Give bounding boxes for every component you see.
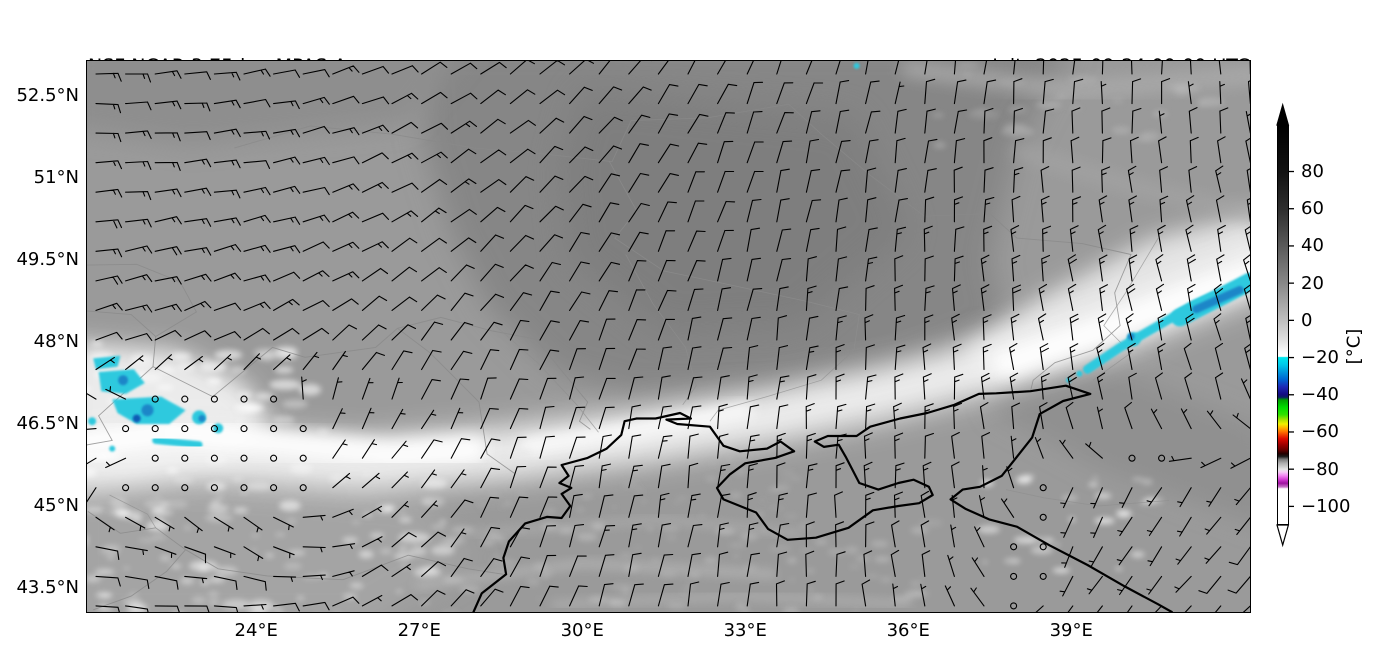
colorbar-tick-label: −20 — [1301, 347, 1339, 369]
calm-wind-circle — [1128, 454, 1136, 462]
y-tick-label: 49.5°N — [16, 249, 79, 271]
calm-wind-circle — [210, 484, 218, 492]
calm-wind-circle — [122, 484, 130, 492]
y-tick-label: 43.5°N — [16, 577, 79, 599]
x-tick-label: 39°E — [1049, 620, 1093, 641]
y-tick-label: 45°N — [33, 495, 79, 517]
colorbar-tick-label: 60 — [1301, 198, 1324, 220]
calm-wind-circle — [270, 484, 278, 492]
wind-barbs — [87, 61, 1250, 612]
y-tick-label: 51°N — [33, 167, 79, 189]
calm-wind-circle — [1039, 543, 1047, 551]
calm-wind-circle — [270, 425, 278, 433]
calm-wind-circle — [210, 454, 218, 462]
colorbar-tick-label: −100 — [1301, 495, 1351, 517]
x-tick-label: 27°E — [397, 620, 441, 641]
colorbar-tick-label: 20 — [1301, 272, 1324, 294]
calm-wind-circle — [122, 425, 130, 433]
calm-wind-circle — [240, 395, 248, 403]
rivers — [109, 161, 1170, 529]
calm-wind-circle — [240, 484, 248, 492]
calm-wind-circle — [1039, 572, 1047, 580]
calm-wind-circle — [210, 395, 218, 403]
colorbar-tick-label: −80 — [1301, 458, 1339, 480]
y-tick-label: 52.5°N — [16, 85, 79, 107]
colorbar-tick-label: −40 — [1301, 384, 1339, 406]
calm-wind-circle — [240, 425, 248, 433]
ir-dark-regions — [87, 61, 1250, 522]
colorbar-ticks — [1289, 170, 1294, 508]
calm-wind-circle — [151, 484, 159, 492]
calm-wind-circle — [299, 454, 307, 462]
colorbar-tick-label: −60 — [1301, 421, 1339, 443]
coastline — [472, 384, 1173, 612]
calm-wind-circle — [299, 484, 307, 492]
x-tick-label: 24°E — [234, 620, 278, 641]
colorbar — [1277, 125, 1289, 525]
x-tick-label: 30°E — [560, 620, 604, 641]
calm-wind-circle — [151, 395, 159, 403]
y-tick-label: 48°N — [33, 331, 79, 353]
calm-wind-circle — [270, 454, 278, 462]
cloud-speckles — [87, 61, 1250, 612]
calm-wind-circle — [1010, 602, 1018, 610]
calm-wind-circle — [1039, 484, 1047, 492]
x-tick-label: 33°E — [723, 620, 767, 641]
calm-wind-circle — [181, 425, 189, 433]
calm-wind-circle — [270, 395, 278, 403]
colorbar-tick-label: 40 — [1301, 235, 1324, 257]
colorbar-tick-label: 80 — [1301, 161, 1324, 182]
calm-wind-circle — [240, 454, 248, 462]
calm-wind-circle — [1010, 543, 1018, 551]
calm-wind-circle — [1158, 454, 1166, 462]
calm-wind-circle — [181, 395, 189, 403]
calm-wind-circle — [151, 425, 159, 433]
calm-wind-circle — [1039, 513, 1047, 521]
map-canvas — [87, 61, 1250, 612]
y-tick-label: 46.5°N — [16, 413, 79, 435]
cold-cloud-tops — [88, 62, 1250, 452]
calm-wind-circle — [181, 484, 189, 492]
calm-wind-circle — [210, 425, 218, 433]
calm-wind-circle — [1010, 572, 1018, 580]
calm-wind-circle — [151, 454, 159, 462]
colorbar-units-label: [°C] — [1343, 328, 1365, 365]
calm-wind-circle — [299, 425, 307, 433]
calm-wind-circle — [181, 454, 189, 462]
colorbar-tick-label: 0 — [1301, 309, 1313, 331]
x-tick-label: 36°E — [886, 620, 930, 641]
